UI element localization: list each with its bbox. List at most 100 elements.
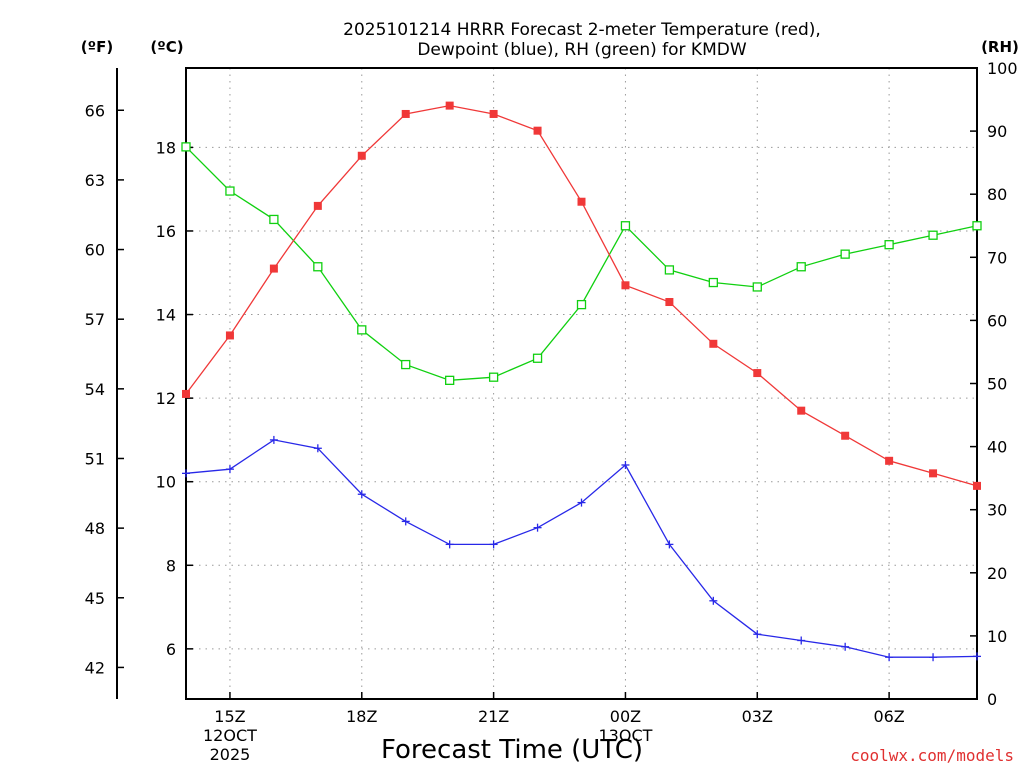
temperature-point [753,369,762,378]
temperature-point [445,101,454,110]
dewpoint-point [313,444,322,453]
dewpoint-point [973,652,981,661]
celsius-tick-label: 12 [156,389,176,408]
temperature-point [401,109,410,118]
rh-tick-label: 100 [987,59,1018,78]
time-tick-label: 06Z [873,707,904,726]
dewpoint-point [665,540,674,549]
rh-tick-label: 80 [987,185,1007,204]
fahrenheit-tick-label: 66 [85,101,105,120]
time-tick-label: 18Z [346,707,377,726]
temperature-point [577,197,586,206]
fahrenheit-tick-label: 57 [85,310,105,329]
celsius-tick-label: 10 [156,473,176,492]
dewpoint-point [269,435,278,444]
dewpoint-point [533,523,542,532]
rh-tick-label: 90 [987,122,1007,141]
chart-title-line1: 2025101214 HRRR Forecast 2-meter Tempera… [343,20,821,40]
rh-point [928,230,938,240]
temperature-point [797,406,806,415]
dewpoint-point [401,517,410,526]
temperature-point [313,201,322,210]
temperature-point [841,431,850,440]
temperature-point [665,298,674,307]
temperature-point [885,456,894,465]
fahrenheit-tick-label: 54 [85,380,105,399]
rh-point [488,372,499,382]
dewpoint-point [182,469,190,478]
dewpoint-point [797,636,806,645]
fahrenheit-tick-label: 51 [85,449,105,468]
rh-tick-label: 40 [987,438,1007,457]
series-dewpoint [182,435,981,662]
fahrenheit-unit-label: (ºF) [81,38,113,56]
x-axis-title: Forecast Time (UTC) [381,735,643,765]
celsius-tick-label: 8 [166,556,176,575]
rh-point [576,299,587,310]
rh-unit-label: (RH) [981,38,1019,56]
dewpoint-point [885,653,894,662]
rh-point [401,359,411,370]
dewpoint-point [753,630,762,639]
rh-point [620,221,631,231]
dewpoint-point [841,642,850,651]
plot-frame [185,67,978,700]
dewpoint-point [577,498,586,507]
fahrenheit-tick-label: 48 [85,519,105,538]
celsius-tick-label: 14 [156,306,176,325]
dewpoint-point [225,465,234,474]
time-tick-label: 03Z [742,707,773,726]
rh-point [181,142,191,152]
time-tick-date: 13OCT [598,726,652,745]
fahrenheit-tick-label: 42 [85,658,105,677]
rh-tick-label: 70 [987,248,1007,267]
temperature-point [709,339,718,348]
time-tick-year: 2025 [210,745,251,764]
temperature-point [225,331,234,340]
rh-point [796,262,806,272]
time-tick-label: 15Z [214,707,245,726]
temperature-point [489,109,498,118]
rh-tick-label: 30 [987,501,1007,520]
rh-point [708,277,718,288]
celsius-axis-ticks: 6 8 10 12 14 16 18 [156,138,193,659]
dewpoint-point [357,490,366,499]
temperature-point [182,389,190,398]
rh-line [185,146,978,381]
rh-tick-label: 20 [987,564,1007,583]
rh-tick-label: 50 [987,375,1007,394]
series-rh [181,142,982,385]
rh-point [269,214,279,225]
rh-point [445,375,455,385]
celsius-unit-label: (ºC) [150,38,183,56]
fahrenheit-tick-label: 60 [85,241,105,260]
fahrenheit-tick-label: 63 [85,171,105,190]
rh-tick-label: 60 [987,311,1007,330]
chart-title-line2: Dewpoint (blue), RH (green) for KMDW [417,40,746,60]
rh-point [752,282,762,292]
temperature-point [533,126,542,135]
temperature-line [185,104,978,487]
dewpoint-point [709,596,718,605]
credit-link[interactable]: coolwx.com/models [850,746,1014,765]
temperature-point [357,151,366,160]
dewpoint-line [185,439,978,658]
time-tick-label: 21Z [478,707,509,726]
dewpoint-point [929,653,938,662]
fahrenheit-axis-ticks: 42 45 48 51 54 57 60 63 66 [85,101,124,677]
grid-lines [186,68,977,699]
dewpoint-point [489,540,498,549]
dewpoint-point [445,540,454,549]
rh-point [357,325,367,335]
rh-point [313,262,323,272]
series-temperature [182,101,981,490]
temperature-point [929,469,938,478]
celsius-tick-label: 16 [156,222,176,241]
rh-tick-label: 0 [987,690,997,709]
dewpoint-point [621,460,630,469]
rh-point [840,249,850,259]
rh-point [532,353,543,363]
temperature-point [621,281,630,290]
time-tick-label: 00Z [610,707,641,726]
fahrenheit-tick-label: 45 [85,589,105,608]
